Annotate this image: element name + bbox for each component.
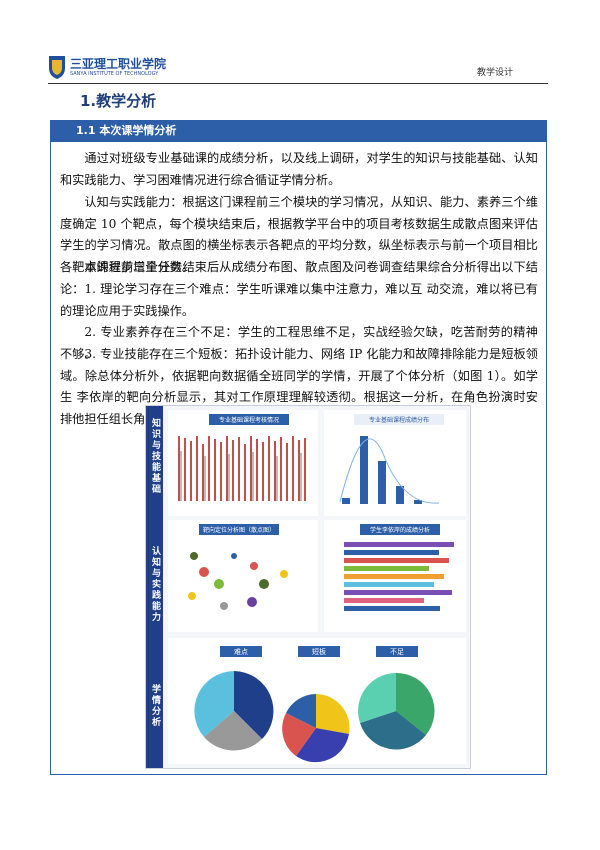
pie-title: 不足 xyxy=(390,648,404,656)
subsection-bar: 1.1 本次课学情分析 xyxy=(50,120,547,142)
section-title: 1.教学分析 xyxy=(80,92,157,110)
logo xyxy=(49,56,65,79)
pie-title: 难点 xyxy=(234,648,248,656)
row-label: 知识与技能基础 xyxy=(150,418,160,495)
paragraph: 认知与实践能力：根据这门课程前三个模块的学习情况，从知识、能力、素养三个维度确定… xyxy=(60,195,538,274)
paragraph: 3. 专业技能存在三个短板：拓扑设计能力、网络 IP 化能力和故障排除能力是短板… xyxy=(60,347,538,426)
panel-title: 学生李依岸的成绩分析 xyxy=(369,527,430,534)
row-label: 认知与实践能力 xyxy=(150,546,160,623)
row-label: 学情分析 xyxy=(150,684,160,728)
panel-title: 专业基础课程考核情况 xyxy=(218,417,279,424)
pie-title: 短板 xyxy=(312,648,326,656)
paragraph: 1. 理论学习存在三个难点：学生听课难以集中注意力，难以互 动交流，难以将已有的… xyxy=(60,282,538,318)
panel-title: 专业基础课程成绩分布 xyxy=(368,417,429,424)
figure: 知识与技能基础 认知与实践能力 学情分析 专业基础课程考核情况 专业基础课程成绩… xyxy=(145,405,471,769)
paragraph: 通过对班级专业基础课的成绩分析，以及线上调研，对学生的知识与技能基础、认知和实践… xyxy=(60,151,538,187)
figure-art xyxy=(168,410,466,764)
header-rule xyxy=(48,83,548,84)
doc-type: 教学设计 xyxy=(477,68,514,78)
panel-title: 靶向定位分析图（散点图） xyxy=(202,527,275,534)
school-name: 三亚理工职业学院 xyxy=(70,57,167,71)
figure-side xyxy=(146,406,163,768)
paragraph: 2. 专业素养存在三个不足：学生的工程思维不足，实战经验欠缺，吃苦耐劳的精神不够… xyxy=(60,325,538,361)
paragraph: 本课程前三个任务结束后从成绩分布图、散点图及问卷调查结果综合分析得出以下结论： xyxy=(60,260,538,296)
school-en: SANYA INSTITUTE OF TECHNOLOGY xyxy=(70,71,159,77)
